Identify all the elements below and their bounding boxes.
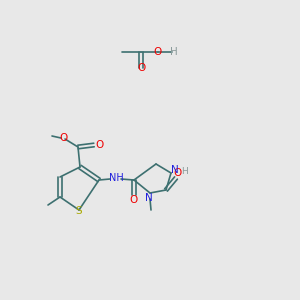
Text: O: O bbox=[59, 133, 67, 143]
Text: O: O bbox=[95, 140, 103, 150]
Text: N: N bbox=[171, 165, 179, 175]
Text: H: H bbox=[170, 47, 178, 57]
Text: O: O bbox=[130, 195, 138, 205]
Text: NH: NH bbox=[109, 173, 123, 183]
Text: O: O bbox=[174, 168, 182, 178]
Text: O: O bbox=[137, 63, 145, 73]
Text: S: S bbox=[76, 206, 82, 216]
Text: H: H bbox=[181, 167, 188, 176]
Text: N: N bbox=[145, 193, 153, 203]
Text: O: O bbox=[154, 47, 162, 57]
